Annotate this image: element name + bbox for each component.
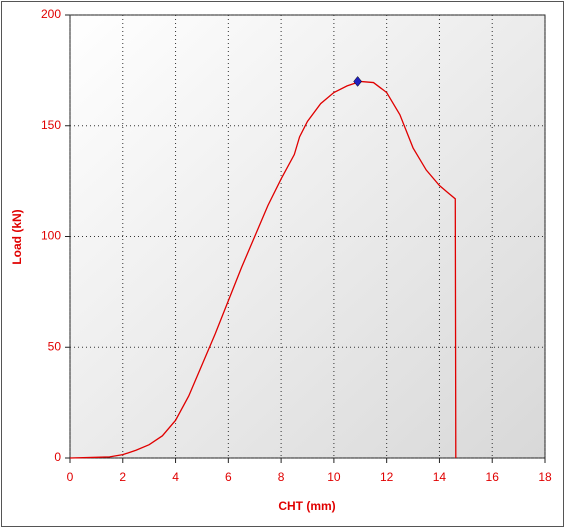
x-tick-label: 6 (225, 470, 232, 484)
x-axis-label: CHT (mm) (278, 499, 335, 513)
y-tick-label: 200 (41, 7, 61, 21)
y-tick-label: 50 (48, 339, 62, 353)
y-tick-label: 150 (41, 118, 61, 132)
x-tick-label: 4 (172, 470, 179, 484)
x-tick-label: 14 (433, 470, 447, 484)
y-tick-label: 0 (54, 450, 61, 464)
peak-marker (353, 76, 362, 87)
plot-area (69, 14, 546, 459)
x-tick-label: 12 (380, 470, 394, 484)
x-tick-label: 0 (67, 470, 74, 484)
y-tick-label: 100 (41, 229, 61, 243)
x-tick-label: 10 (327, 470, 341, 484)
x-tick-label: 8 (278, 470, 285, 484)
x-tick-label: 2 (119, 470, 126, 484)
y-axis-label: Load (kN) (10, 209, 24, 264)
x-tick-label: 18 (538, 470, 552, 484)
x-tick-label: 16 (486, 470, 500, 484)
data-line (69, 80, 457, 459)
